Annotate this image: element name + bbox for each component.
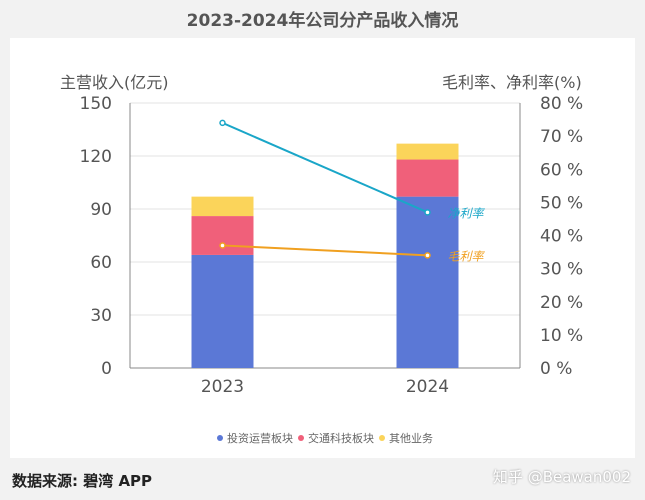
y2-tick-label: 30 %	[540, 260, 583, 280]
chart-panel: 0 30 60 90 120 150 0 % 10 % 20 % 30 % 40 % 50 % 60 %…	[10, 38, 635, 458]
y-tick-label: 150	[80, 94, 112, 114]
line-series	[222, 244, 428, 257]
legend-label: 其他业务	[389, 432, 433, 445]
line-point	[219, 242, 226, 249]
y-axis-label: 主营收入(亿元)	[60, 73, 169, 92]
bar-segment	[191, 216, 254, 255]
series-label: 净利率	[448, 206, 486, 220]
y2-tick-label: 20 %	[540, 293, 583, 313]
bar-segment	[396, 159, 459, 197]
line-point	[219, 119, 226, 127]
x-tick-label: 2023	[201, 377, 244, 397]
chart-title: 2023-2024年公司分产品收入情况	[186, 11, 459, 31]
chart: 0 30 60 90 120 150 0 % 10 % 20 % 30 % 40 % 50 % 60 %…	[60, 73, 583, 445]
line-point	[424, 209, 431, 216]
y2-axis-label: 毛利率、净利率(%)	[442, 73, 582, 92]
y-tick-label: 30	[90, 306, 112, 326]
y-tick-label: 120	[80, 147, 112, 167]
y2-tick-label: 10 %	[540, 326, 583, 346]
legend-swatch	[217, 435, 223, 441]
y-tick-label: 90	[90, 200, 112, 220]
y2-tick-label: 0 %	[540, 359, 572, 379]
y2-tick-label: 40 %	[540, 227, 583, 247]
bar-segment	[191, 254, 254, 368]
bar-segment	[396, 196, 459, 368]
y2-tick-label: 70 %	[540, 127, 583, 147]
series-label: 毛利率	[448, 249, 486, 263]
credit: 知乎 @Beawan002	[492, 468, 631, 486]
y2-tick-label: 50 %	[540, 193, 583, 213]
bar-segment	[191, 196, 254, 217]
y2-tick-label: 60 %	[540, 160, 583, 180]
y-tick-label: 60	[90, 253, 112, 273]
legend-swatch	[298, 435, 304, 441]
y2-tick-label: 80 %	[540, 94, 583, 114]
line-point	[424, 252, 431, 259]
legend-label: 投资运营板块	[227, 431, 293, 445]
legend-swatch	[379, 435, 385, 441]
line-series	[222, 121, 428, 214]
x-tick-label: 2024	[406, 377, 449, 397]
y-tick-label: 0	[101, 359, 112, 379]
data-source: 数据来源: 碧湾 APP	[12, 472, 153, 490]
bar-segment	[396, 143, 459, 160]
legend-label: 交通科技板块	[308, 431, 374, 445]
